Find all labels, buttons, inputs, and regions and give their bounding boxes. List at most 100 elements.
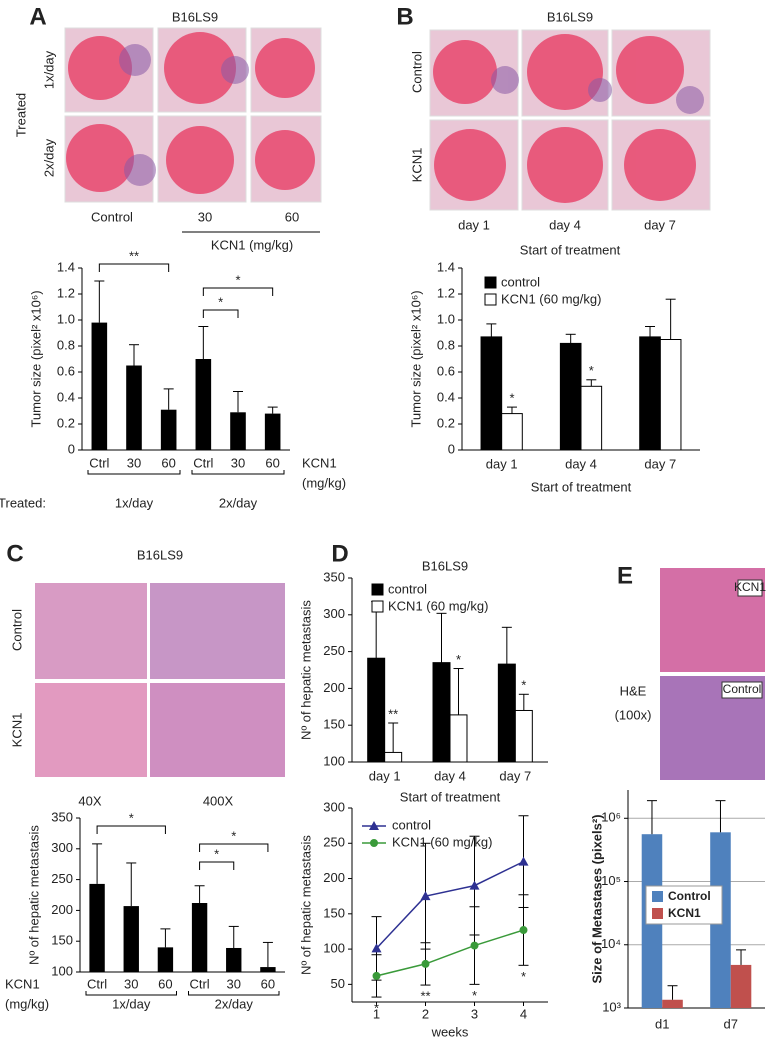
col-label: 400X bbox=[203, 793, 234, 808]
bar bbox=[514, 709, 533, 763]
y-tick-label: 0.8 bbox=[57, 337, 75, 352]
bar bbox=[91, 322, 108, 450]
legend-swatch bbox=[652, 908, 663, 919]
bar bbox=[160, 409, 177, 450]
bar bbox=[449, 714, 468, 763]
x-tick-label: 30 bbox=[124, 976, 138, 991]
group-bracket bbox=[87, 470, 181, 475]
significance-star: * bbox=[472, 988, 477, 1003]
col-label: day 1 bbox=[458, 217, 490, 232]
histology-images bbox=[35, 27, 765, 780]
x-tick-label: 30 bbox=[231, 455, 245, 470]
significance-label: * bbox=[218, 294, 223, 309]
y-tick-label: 0.6 bbox=[57, 363, 75, 378]
y-tick-label: 10⁴ bbox=[601, 936, 621, 951]
marker bbox=[470, 941, 479, 950]
x-axis-label: weeks bbox=[431, 1024, 469, 1039]
col-label: 60 bbox=[285, 209, 299, 224]
y-tick-label: 250 bbox=[323, 643, 345, 658]
y-tick-label: 100 bbox=[51, 963, 73, 978]
panel-letter: A bbox=[29, 3, 46, 30]
legend-marker bbox=[370, 839, 378, 847]
y-axis-label: Tumor size (pixel² x10⁶) bbox=[408, 290, 423, 427]
bar bbox=[89, 883, 105, 972]
x-tick-label: 60 bbox=[158, 976, 172, 991]
bar bbox=[662, 999, 683, 1008]
legend-label: control bbox=[501, 274, 540, 289]
y-tick-label: 10⁵ bbox=[601, 873, 621, 888]
significance-star: * bbox=[521, 969, 526, 984]
y-tick-label: 1.0 bbox=[437, 311, 455, 326]
col-label: day 7 bbox=[644, 217, 676, 232]
marker bbox=[421, 959, 430, 968]
y-tick-label: 300 bbox=[323, 606, 345, 621]
group-label: 2x/day bbox=[219, 495, 258, 510]
legend-swatch bbox=[371, 600, 384, 613]
x-tick-label: day 7 bbox=[499, 768, 531, 783]
group-bracket bbox=[85, 991, 177, 996]
x-tick-label: day 1 bbox=[369, 768, 401, 783]
y-axis-label: Nº of hepatic metastasis bbox=[298, 835, 313, 975]
y-tick-label: 0.8 bbox=[437, 337, 455, 352]
y-tick-label: 200 bbox=[323, 870, 345, 885]
y-tick-label: 200 bbox=[323, 680, 345, 695]
caption: Start of treatment bbox=[520, 242, 621, 257]
y-tick-label: 250 bbox=[323, 835, 345, 850]
y-tick-label: 150 bbox=[323, 717, 345, 732]
x-tick-label: 30 bbox=[227, 976, 241, 991]
legend-label: KCN1 (60 mg/kg) bbox=[392, 834, 492, 849]
legend-marker bbox=[369, 821, 379, 830]
y-tick-label: 0.2 bbox=[57, 415, 75, 430]
panel-letter: E bbox=[617, 562, 633, 589]
y-tick-label: 100 bbox=[323, 941, 345, 956]
x-axis-label: Start of treatment bbox=[400, 789, 501, 804]
x-tick-label: 3 bbox=[471, 1006, 478, 1021]
x-tick-label: 60 bbox=[265, 455, 279, 470]
row-label: KCN1 bbox=[409, 148, 424, 183]
bar bbox=[580, 385, 603, 451]
y-axis-label: Nº of hepatic metastasis bbox=[298, 600, 313, 740]
y-tick-label: 350 bbox=[51, 809, 73, 824]
y-tick-label: 150 bbox=[323, 905, 345, 920]
line bbox=[376, 929, 524, 977]
significance-label: * bbox=[214, 846, 219, 861]
significance-star: * bbox=[521, 678, 526, 693]
panel-letter: D bbox=[331, 540, 348, 567]
significance-star: ** bbox=[420, 989, 430, 1004]
group-bracket bbox=[188, 991, 280, 996]
row-label: Control bbox=[409, 51, 424, 93]
bar bbox=[260, 967, 276, 972]
y-tick-label: 300 bbox=[323, 799, 345, 814]
bar bbox=[730, 964, 752, 1008]
group-prefix: Treated: bbox=[0, 495, 46, 510]
x-side-label: (mg/kg) bbox=[302, 475, 346, 490]
bar bbox=[195, 359, 212, 450]
y-tick-label: 1.4 bbox=[437, 259, 455, 274]
marker bbox=[420, 891, 431, 901]
bar bbox=[157, 947, 174, 972]
bar bbox=[384, 751, 403, 763]
panel-letter: C bbox=[6, 540, 23, 567]
legend-label: control bbox=[388, 581, 427, 596]
x-tick-label: 60 bbox=[161, 455, 175, 470]
x-tick-label: Ctrl bbox=[87, 976, 107, 991]
y-axis-label: Nº of hepatic metastasis bbox=[26, 825, 41, 965]
marker bbox=[518, 856, 529, 866]
y-tick-label: 0.2 bbox=[437, 415, 455, 430]
col-group: KCN1 (mg/kg) bbox=[211, 237, 293, 252]
bar bbox=[501, 413, 523, 451]
significance-star: * bbox=[374, 1000, 379, 1015]
significance-label: ** bbox=[129, 248, 139, 263]
y-tick-label: 0.4 bbox=[437, 389, 455, 404]
significance-label: * bbox=[129, 810, 134, 825]
y-tick-label: 10⁶ bbox=[601, 810, 621, 825]
x-tick-label: 2 bbox=[422, 1006, 429, 1021]
marker bbox=[519, 926, 528, 935]
x-tick-label: 4 bbox=[520, 1006, 527, 1021]
bar bbox=[123, 906, 139, 972]
y-tick-label: 100 bbox=[323, 753, 345, 768]
panel-title: B16LS9 bbox=[422, 558, 468, 573]
col-label: Control bbox=[91, 209, 133, 224]
y-tick-label: 0.6 bbox=[437, 363, 455, 378]
group-label: 1x/day bbox=[115, 495, 154, 510]
